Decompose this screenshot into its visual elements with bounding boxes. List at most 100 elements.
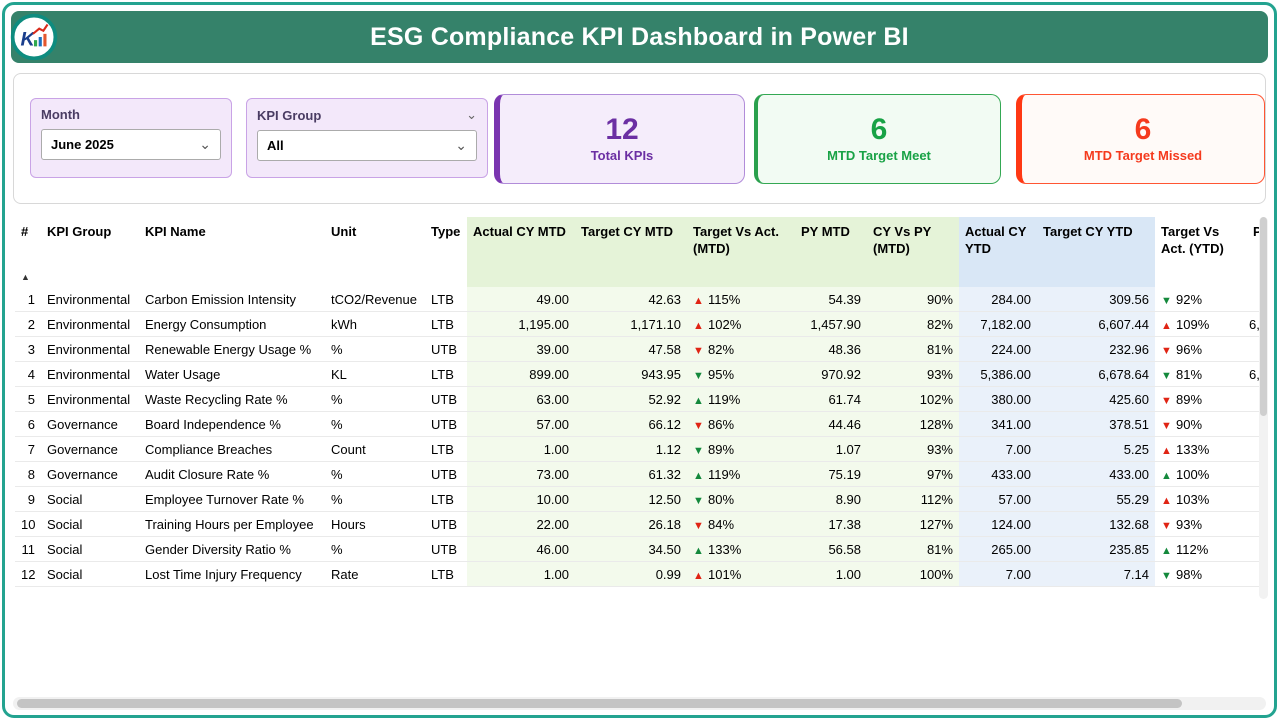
column-header-unit[interactable]: Unit — [325, 217, 425, 287]
cell-actual-ytd: 433.00 — [959, 461, 1037, 487]
column-header-label: KPI Group — [47, 224, 112, 239]
cell-target-mtd: 47.58 — [575, 336, 687, 362]
column-header-label: CY Vs PY (MTD) — [873, 224, 932, 257]
column-header-label: Actual CY MTD — [473, 224, 566, 239]
tva-ytd-cell: ▼ 90% — [1155, 411, 1247, 437]
cell-unit: % — [325, 486, 425, 512]
table-row[interactable]: 4 Environmental Water Usage KL LTB 899.00 943.… — [15, 361, 1267, 387]
tva-ytd-cell: ▼ 98% — [1155, 561, 1247, 587]
cell-unit: % — [325, 536, 425, 562]
kpi-group-dropdown[interactable]: All ⌄ — [257, 130, 477, 161]
column-header-col[interactable]: # ▲ — [15, 217, 41, 287]
table-row[interactable]: 6 Governance Board Independence %% UTB 57.00… — [15, 411, 1267, 437]
column-header-p[interactable]: P — [1247, 217, 1267, 287]
cell-actual-mtd: 1,195.00 — [467, 311, 575, 337]
cell-actual-mtd: 63.00 — [467, 386, 575, 412]
horizontal-scrollbar[interactable] — [13, 697, 1266, 710]
chevron-down-icon[interactable]: ⌄ — [199, 136, 211, 152]
cell-target-ytd: 5.25 — [1037, 436, 1155, 462]
cell-actual-ytd: 7,182.00 — [959, 311, 1037, 337]
cell-name: Lost Time Injury Frequency — [139, 561, 325, 587]
cell-name: Renewable Energy Usage % — [139, 336, 325, 362]
column-header-cy-vs-py-mtd[interactable]: CY Vs PY (MTD) — [867, 217, 959, 287]
table-row[interactable]: 7 Governance Compliance Breaches Count LTB 1.… — [15, 436, 1267, 462]
sort-ascending-icon: ▲ — [21, 272, 30, 283]
cell-unit: Hours — [325, 511, 425, 537]
cell-name: Employee Turnover Rate % — [139, 486, 325, 512]
trend-up-icon: ▲ — [1161, 444, 1172, 457]
table-row[interactable]: 11 Social Gender Diversity Ratio %% UTB 46.0… — [15, 536, 1267, 562]
column-header-actual-cy-ytd[interactable]: Actual CY YTD — [959, 217, 1037, 287]
table-row[interactable]: 10 Social Training Hours per Employee Hours… — [15, 511, 1267, 537]
table-row[interactable]: 3 Environmental Renewable Energy Usage %% U… — [15, 336, 1267, 362]
cell-name: Water Usage — [139, 361, 325, 387]
cell-py-mtd: 56.58 — [795, 536, 867, 562]
chevron-down-icon[interactable]: ⌄ — [466, 107, 477, 122]
cell-type: UTB — [425, 336, 467, 362]
month-dropdown[interactable]: June 2025 ⌄ — [41, 129, 221, 160]
kpi-table-head: # ▲ KPI Group KPI Name Unit Type Actual CY MTD… — [15, 217, 1267, 287]
cell-num: 8 — [15, 461, 41, 487]
table-header-row: # ▲ KPI Group KPI Name Unit Type Actual CY MTD… — [15, 217, 1267, 287]
cell-target-mtd: 1,171.10 — [575, 311, 687, 337]
cell-target-mtd: 34.50 — [575, 536, 687, 562]
trend-down-icon: ▼ — [1161, 344, 1172, 357]
horizontal-scrollbar-thumb[interactable] — [17, 699, 1183, 708]
variance-percent: 100% — [1176, 466, 1210, 482]
cell-unit: % — [325, 336, 425, 362]
cell-num: 7 — [15, 436, 41, 462]
tva-ytd-cell: ▲ 100% — [1155, 461, 1247, 487]
tva-mtd-cell: ▲ 115% — [687, 287, 795, 312]
tva-ytd-cell: ▼ 89% — [1155, 386, 1247, 412]
tva-mtd-cell: ▲ 133% — [687, 536, 795, 562]
trend-down-icon: ▼ — [693, 444, 704, 457]
cell-type: LTB — [425, 287, 467, 312]
vertical-scrollbar[interactable] — [1259, 217, 1268, 599]
cell-actual-mtd: 1.00 — [467, 436, 575, 462]
table-row[interactable]: 9 Social Employee Turnover Rate %% LTB 10.00… — [15, 486, 1267, 512]
column-header-type[interactable]: Type — [425, 217, 467, 287]
cell-py-mtd: 8.90 — [795, 486, 867, 512]
variance-percent: 92% — [1176, 291, 1203, 307]
cell-target-mtd: 0.99 — [575, 561, 687, 587]
chevron-down-icon[interactable]: ⌄ — [455, 137, 467, 153]
column-header-kpi-group[interactable]: KPI Group — [41, 217, 139, 287]
month-slicer-label: Month — [41, 107, 80, 122]
column-header-label: Type — [431, 224, 461, 239]
header-bar: ESG Compliance KPI Dashboard in Power BI — [11, 11, 1268, 63]
column-header-actual-cy-mtd[interactable]: Actual CY MTD — [467, 217, 575, 287]
cell-target-ytd: 55.29 — [1037, 486, 1155, 512]
variance-percent: 133% — [708, 541, 742, 557]
table-row[interactable]: 2 Environmental Energy Consumption kWh LTB 1,… — [15, 311, 1267, 337]
cell-actual-mtd: 22.00 — [467, 511, 575, 537]
column-header-target-cy-mtd[interactable]: Target CY MTD — [575, 217, 687, 287]
cell-cy-vs-py: 81% — [867, 536, 959, 562]
cell-name: Compliance Breaches — [139, 436, 325, 462]
vertical-scrollbar-thumb[interactable] — [1260, 217, 1267, 416]
variance-percent: 96% — [1176, 341, 1203, 357]
trend-up-icon: ▲ — [1161, 494, 1172, 507]
variance-percent: 98% — [1176, 566, 1203, 582]
cell-cy-vs-py: 100% — [867, 561, 959, 587]
trend-down-icon: ▼ — [1161, 294, 1172, 307]
cell-num: 2 — [15, 311, 41, 337]
cell-target-mtd: 42.63 — [575, 287, 687, 312]
variance-percent: 103% — [1176, 491, 1210, 507]
kpi-group-slicer: KPI Group ⌄ All ⌄ — [246, 98, 488, 178]
table-row[interactable]: 5 Environmental Waste Recycling Rate %% UTB… — [15, 386, 1267, 412]
table-row[interactable]: 12 Social Lost Time Injury Frequency Rate LT… — [15, 561, 1267, 587]
table-row[interactable]: 8 Governance Audit Closure Rate %% UTB 73.00… — [15, 461, 1267, 487]
cell-group: Social — [41, 561, 139, 587]
cell-name: Energy Consumption — [139, 311, 325, 337]
cell-type: UTB — [425, 411, 467, 437]
cell-cy-vs-py: 81% — [867, 336, 959, 362]
column-header-py-mtd[interactable]: PY MTD — [795, 217, 867, 287]
cell-cy-vs-py: 102% — [867, 386, 959, 412]
cell-cy-vs-py: 90% — [867, 287, 959, 312]
cell-name: Gender Diversity Ratio % — [139, 536, 325, 562]
column-header-target-vs-act-mtd[interactable]: Target Vs Act. (MTD) — [687, 217, 795, 287]
column-header-target-cy-ytd[interactable]: Target CY YTD — [1037, 217, 1155, 287]
column-header-kpi-name[interactable]: KPI Name — [139, 217, 325, 287]
column-header-target-vs-act-ytd[interactable]: Target Vs Act. (YTD) — [1155, 217, 1247, 287]
table-row[interactable]: 1 Environmental Carbon Emission Intensity t… — [15, 287, 1267, 312]
